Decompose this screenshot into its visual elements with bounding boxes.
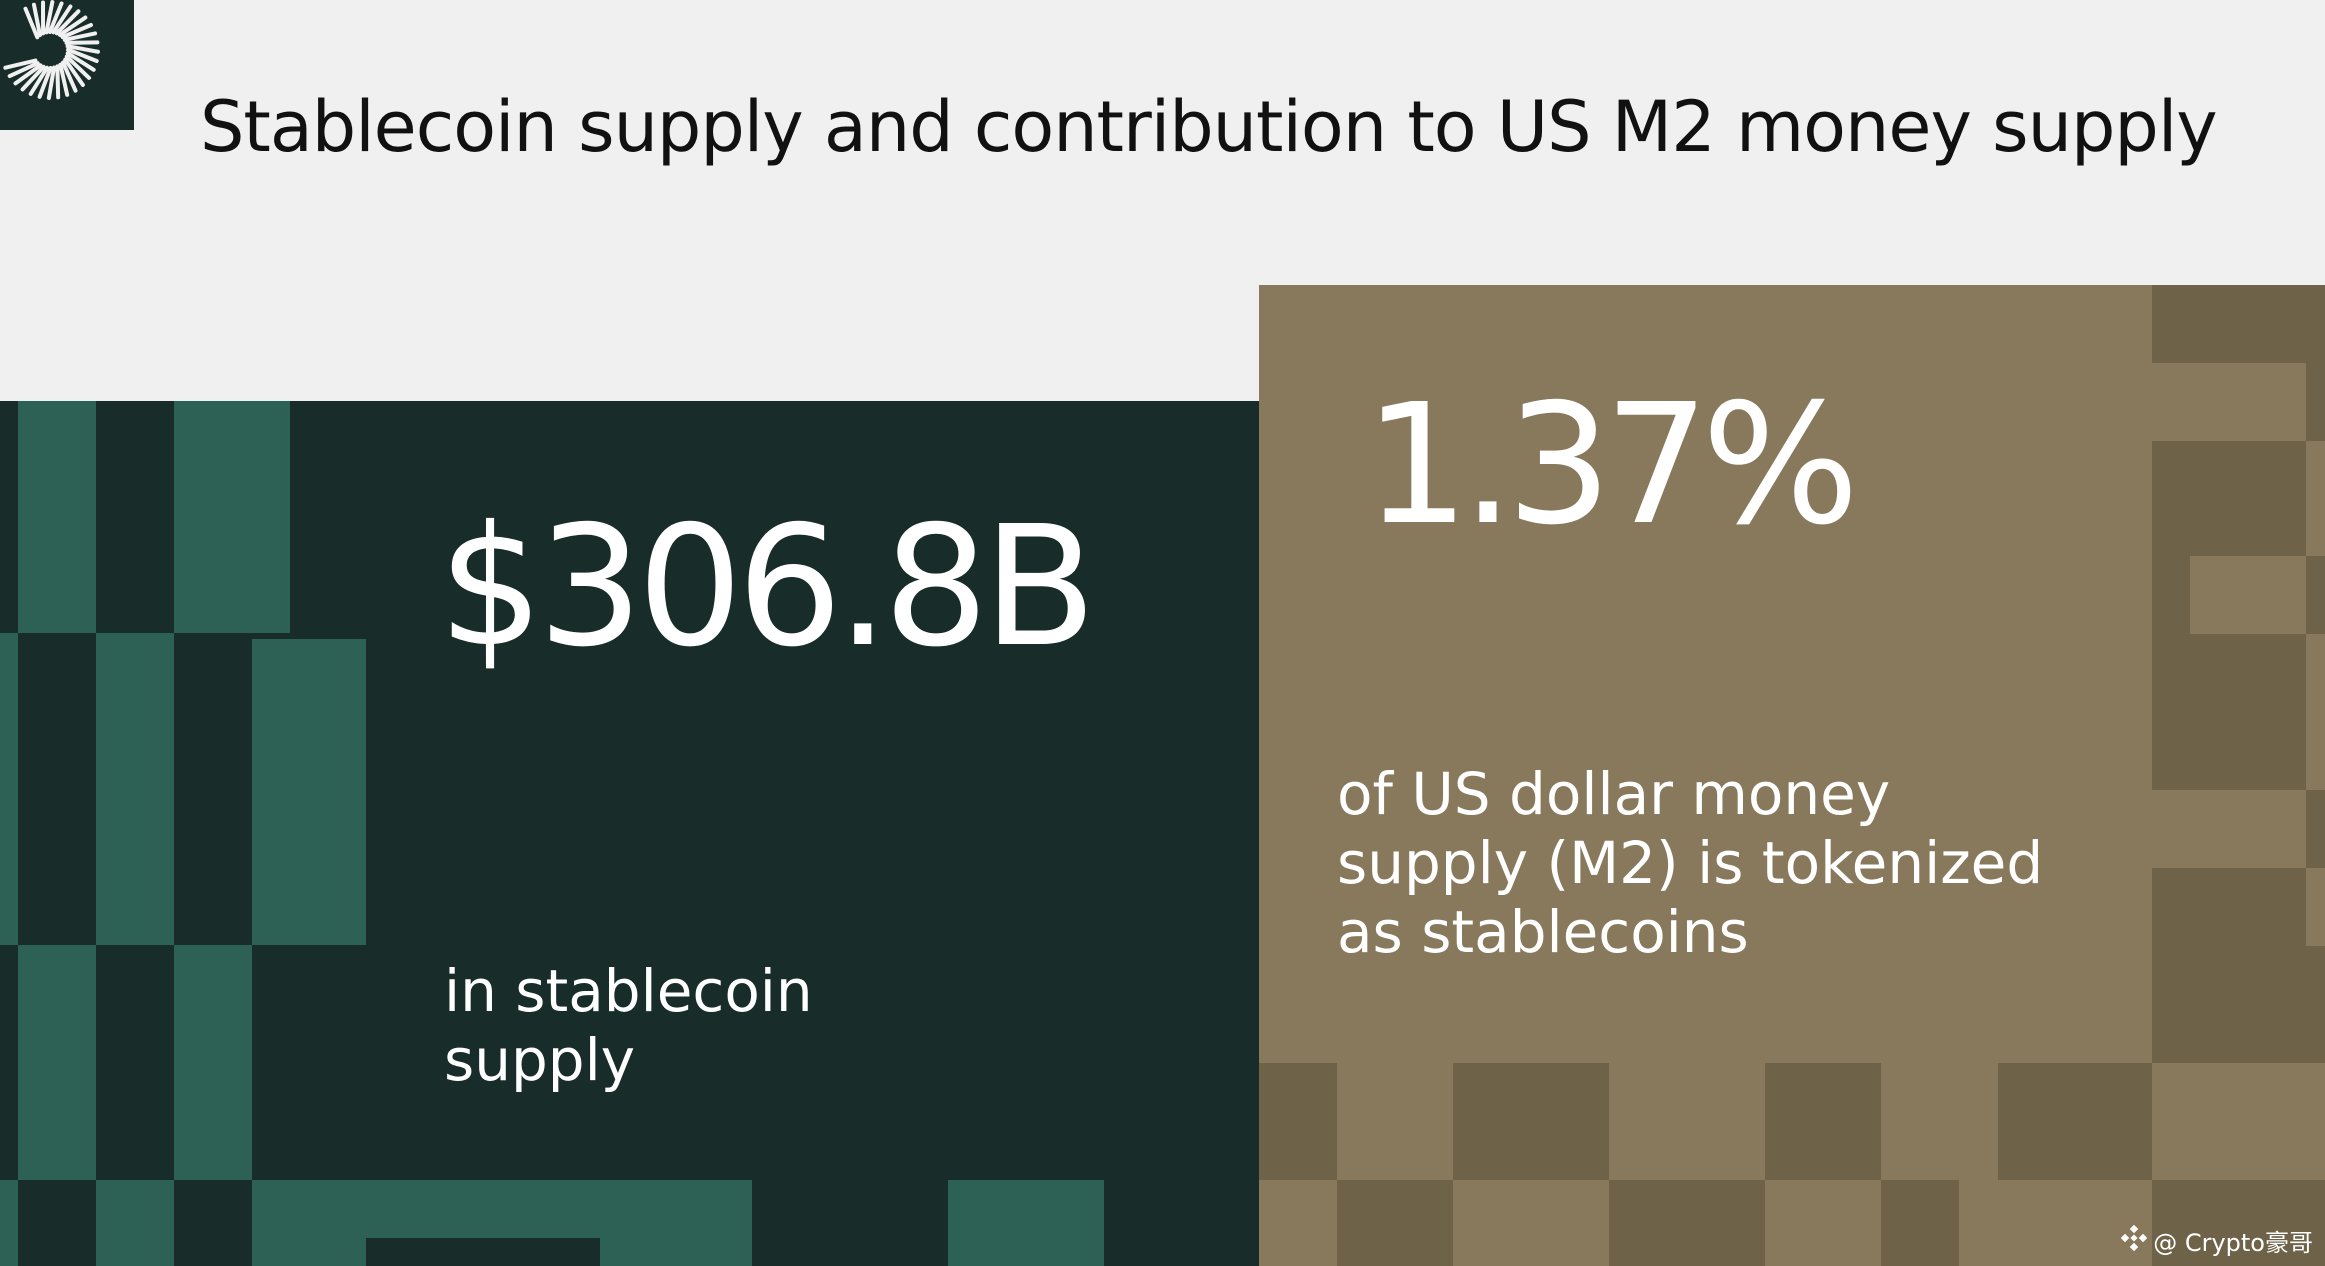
watermark: @ Crypto豪哥: [2120, 1223, 2313, 1258]
decor-tile: [2152, 946, 2325, 1063]
decor-tile: [948, 1180, 1104, 1266]
supply-stat-panel: $306.8B in stablecoin supply: [0, 401, 1259, 1266]
decor-tile: [1998, 1063, 2152, 1180]
decor-tile: [18, 401, 96, 633]
decor-tile: [2306, 285, 2325, 363]
decor-tile: [252, 639, 366, 945]
decor-tile: [1765, 1063, 1881, 1180]
logo: [0, 0, 134, 130]
decor-tile: [96, 1180, 174, 1266]
decor-tile: [1453, 1227, 1609, 1266]
decor-tile: [18, 945, 96, 1180]
supply-description: in stablecoin supply: [444, 957, 813, 1094]
decor-tile: [1259, 1063, 1337, 1180]
decor-tile: [2152, 868, 2306, 946]
decor-tile: [0, 1180, 18, 1266]
m2-share-description: of US dollar money supply (M2) is tokeni…: [1337, 760, 2044, 966]
decor-tile: [1881, 1180, 1959, 1266]
decor-tile: [1609, 1180, 1765, 1266]
decor-tile: [2306, 790, 2325, 868]
decor-tile: [2152, 634, 2306, 790]
decor-tile: [2306, 556, 2325, 634]
m2-share-stat-panel: 1.37% of US dollar money supply (M2) is …: [1259, 285, 2325, 1266]
page-title: Stablecoin supply and contribution to US…: [200, 86, 2218, 168]
binance-diamond-icon: [2120, 1224, 2148, 1257]
decor-tile: [96, 633, 174, 945]
decor-tile: [2152, 1180, 2325, 1266]
m2-share-value: 1.37%: [1364, 369, 1859, 562]
decor-tile: [2152, 285, 2306, 363]
radial-burst-logo-icon: [3, 0, 100, 100]
decor-tile: [2306, 363, 2325, 441]
decor-tile: [366, 1238, 600, 1266]
decor-tile: [174, 945, 252, 1180]
decor-tile: [2152, 556, 2190, 634]
decor-tile: [0, 633, 18, 945]
decor-tile: [174, 401, 290, 633]
watermark-text: @ Crypto豪哥: [2153, 1229, 2313, 1257]
decor-tile: [2152, 441, 2306, 556]
supply-value: $306.8B: [438, 491, 1097, 684]
decor-tile: [1337, 1180, 1453, 1266]
decor-tile: [1453, 1063, 1609, 1180]
